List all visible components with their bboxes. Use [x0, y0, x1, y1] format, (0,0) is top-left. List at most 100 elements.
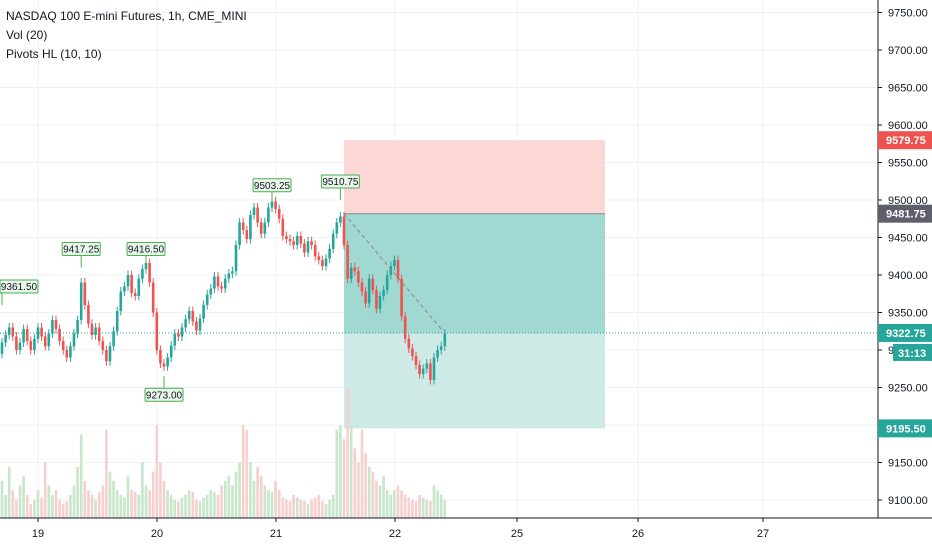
volume-bar	[148, 490, 151, 518]
candle-body	[97, 327, 101, 341]
candle-body	[249, 215, 252, 239]
candle-body	[191, 311, 195, 322]
volume-bar	[317, 494, 321, 518]
pivot-value: 9510.75	[322, 177, 359, 188]
candle-body	[360, 282, 364, 292]
entry-price-tag-bg	[878, 204, 932, 223]
candle-body	[72, 333, 76, 347]
candle-body	[7, 327, 11, 335]
price-tick-label: 9650.00	[888, 83, 928, 95]
volume-bar	[213, 492, 216, 518]
candle-body	[166, 357, 169, 367]
candle-body	[375, 290, 378, 309]
candle-body	[130, 275, 133, 293]
candle-body	[205, 294, 209, 305]
volume-bar	[79, 434, 83, 518]
stop-price-tag-text: 9579.75	[886, 135, 926, 147]
volume-bar	[54, 490, 58, 518]
volume-bar	[47, 485, 51, 518]
volume-bar	[130, 490, 133, 518]
time-tick-label: 26	[632, 528, 644, 540]
pivot-label-high: 9510.75	[320, 174, 360, 200]
candle-body	[288, 239, 292, 242]
candle-body	[4, 335, 7, 343]
symbol-title[interactable]: NASDAQ 100 E-mini Futures, 1h, CME_MINI	[6, 9, 247, 23]
volume-bar	[72, 485, 76, 518]
price-tick-label: 9550.00	[888, 158, 928, 170]
candle-body	[425, 363, 429, 369]
candle-body	[202, 305, 205, 319]
bar-countdown: 31:13	[893, 343, 932, 361]
volume-bar	[0, 480, 4, 518]
volume-bar	[166, 490, 169, 518]
volume-bar	[4, 494, 7, 518]
pivot-box	[0, 279, 39, 294]
time-tick-label: 25	[511, 528, 523, 540]
candle-body	[22, 329, 25, 343]
volume-bar	[418, 494, 421, 518]
volume-bar	[184, 494, 187, 518]
candle-body	[277, 209, 281, 219]
volume-bar	[108, 471, 112, 518]
candle-body	[234, 245, 238, 272]
candle-body	[47, 333, 51, 347]
volume-bar	[216, 494, 220, 518]
volume-histogram	[0, 388, 447, 518]
candle-body	[0, 342, 4, 354]
candle-body	[123, 286, 126, 292]
price-axis[interactable]: 9750.00 9700.00 9650.00 9600.00 9550.00 9500.…	[877, 0, 932, 550]
volume-bar	[364, 453, 367, 518]
candle-body	[378, 296, 382, 309]
candle-body	[119, 291, 123, 311]
volume-indicator-label[interactable]: Vol (20)	[6, 28, 48, 42]
time-axis[interactable]: 19 20 21 22 25 26 27	[0, 517, 932, 550]
volume-bar	[443, 499, 447, 518]
volume-bar	[69, 494, 72, 518]
volume-bar	[22, 476, 25, 518]
candle-body	[324, 258, 328, 266]
candle-body	[43, 336, 47, 347]
pivots-indicator-label[interactable]: Pivots HL (10, 10)	[6, 47, 102, 61]
candle-body	[429, 363, 432, 380]
volume-bar	[234, 471, 238, 518]
volume-bar	[198, 501, 202, 518]
volume-bar	[411, 499, 414, 518]
candle-body	[317, 256, 321, 260]
current-price-tag: 9322.75	[878, 323, 932, 342]
volume-bar	[33, 499, 36, 518]
chart-overlays	[0, 213, 878, 334]
volume-bar	[270, 492, 274, 518]
volume-bar	[353, 448, 357, 518]
candle-body	[40, 327, 43, 337]
volume-bar	[187, 490, 191, 518]
volume-bar	[65, 501, 69, 518]
stop-price-tag: 9579.75	[878, 131, 932, 150]
candle-body	[141, 269, 144, 279]
volume-bar	[94, 499, 97, 518]
candlestick-series[interactable]	[0, 197, 447, 385]
candle-body	[51, 320, 54, 334]
candle-body	[414, 356, 418, 365]
volume-bar	[313, 497, 317, 518]
volume-bar	[400, 490, 403, 518]
volume-bar	[393, 490, 396, 518]
candle-body	[195, 321, 198, 331]
volume-bar	[101, 485, 105, 518]
volume-bar	[346, 388, 349, 518]
candle-body	[310, 241, 313, 245]
price-tick-label: 9150.00	[888, 458, 928, 470]
position-tool[interactable]	[344, 140, 605, 429]
volume-bar	[202, 497, 205, 518]
volume-bar	[335, 429, 339, 518]
candle-body	[346, 245, 349, 279]
candle-body	[148, 263, 151, 283]
candle-body	[393, 260, 396, 266]
volume-bar	[241, 425, 245, 518]
candle-body	[209, 288, 213, 295]
candle-body	[25, 329, 29, 341]
stop-loss-zone[interactable]	[344, 140, 605, 214]
volume-bar	[277, 490, 281, 518]
bar-countdown-bg	[893, 343, 932, 361]
candle-body	[101, 341, 105, 350]
